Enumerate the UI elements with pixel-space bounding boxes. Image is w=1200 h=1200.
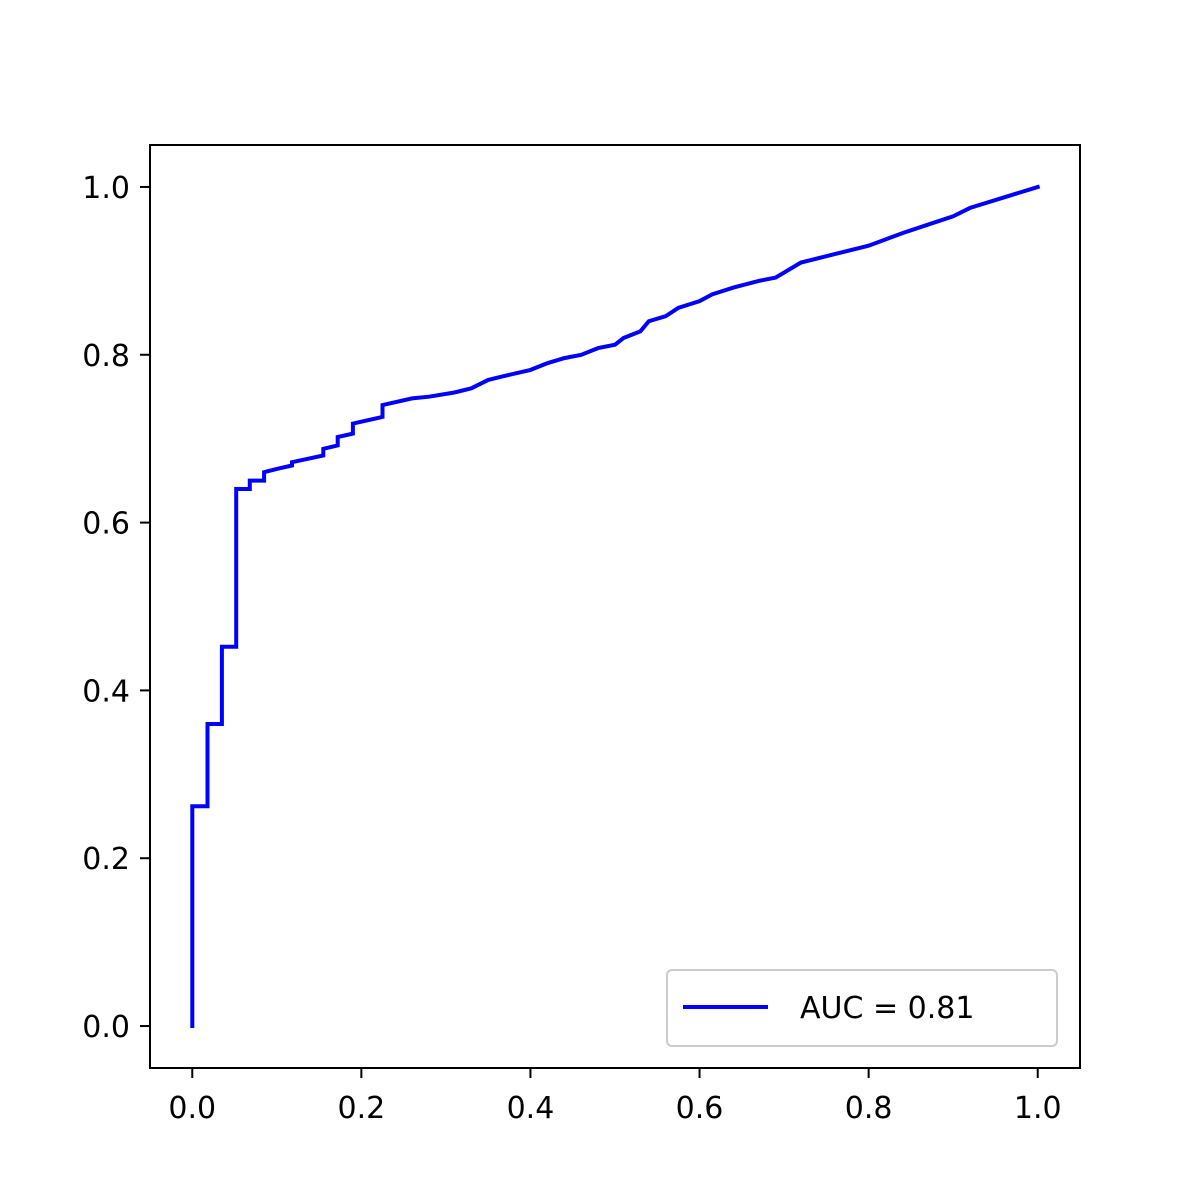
y-tick-label: 0.6 [82,507,130,542]
y-axis: 0.0 0.2 0.4 0.6 0.8 1.0 [82,171,150,1045]
plot-frame [149,144,1081,1069]
x-tick-label: 0.6 [676,1091,724,1126]
y-tick-label: 0.2 [82,842,130,877]
x-tick-label: 0.4 [507,1091,555,1126]
roc-curve-line [190,184,1041,1028]
plot-area [150,145,1080,1068]
y-tick-label: 1.0 [82,171,130,206]
legend-label: AUC = 0.81 [800,991,974,1026]
x-axis: 0.0 0.2 0.4 0.6 0.8 1.0 [168,1068,1062,1126]
legend: AUC = 0.81 [666,969,1058,1047]
series-layer [190,184,1041,1028]
x-tick-label: 0.2 [338,1091,386,1126]
y-tick-label: 0.8 [82,339,130,374]
legend-box [666,969,1058,1047]
y-tick-label: 0.0 [82,1010,130,1045]
x-tick-label: 0.0 [168,1091,216,1126]
x-tick-label: 0.8 [845,1091,893,1126]
x-tick-label: 1.0 [1014,1091,1062,1126]
y-tick-label: 0.4 [82,674,130,709]
